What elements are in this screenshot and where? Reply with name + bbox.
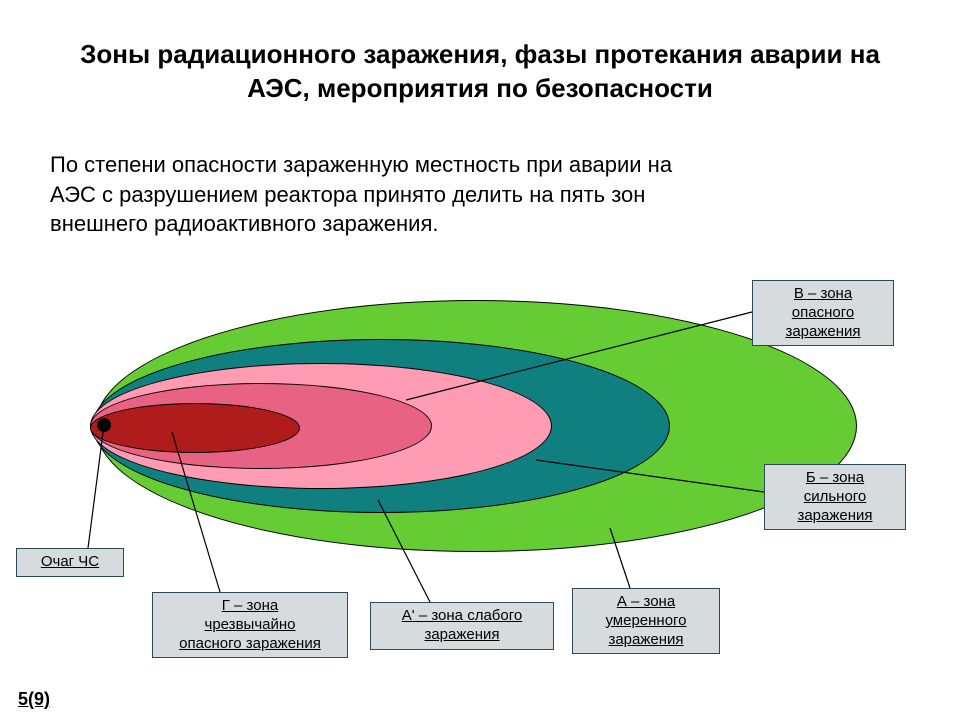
leader-Aprime	[378, 500, 430, 602]
label-V: В – зона опасного заражения	[752, 280, 894, 346]
leader-V	[406, 312, 752, 400]
label-G: Г – зона чрезвычайно опасного заражения	[152, 592, 348, 658]
label-Aprime: А' – зона слабого заражения	[370, 602, 554, 650]
leader-ochag	[88, 425, 104, 548]
label-ochag: Очаг ЧС	[16, 548, 124, 577]
leader-G	[172, 432, 220, 592]
page-number: 5(9)	[18, 689, 50, 710]
page: Зоны радиационного заражения, фазы проте…	[0, 0, 960, 720]
leader-A	[610, 528, 630, 588]
label-A: А – зона умеренного заражения	[572, 588, 720, 654]
leader-B	[536, 460, 764, 492]
label-B: Б – зона сильного заражения	[764, 464, 906, 530]
